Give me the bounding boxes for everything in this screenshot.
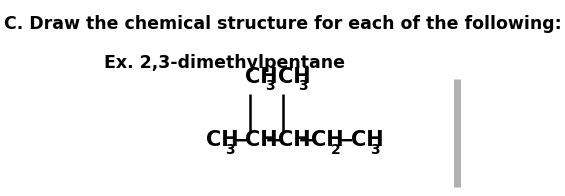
- Text: Ex. 2,3-dimethylpentane: Ex. 2,3-dimethylpentane: [105, 54, 345, 72]
- Text: C. Draw the chemical structure for each of the following:: C. Draw the chemical structure for each …: [3, 15, 562, 33]
- Text: −: −: [232, 130, 250, 150]
- Text: −: −: [265, 130, 282, 150]
- Text: CH: CH: [245, 130, 278, 150]
- Text: CH: CH: [245, 67, 278, 87]
- Text: −: −: [337, 130, 355, 150]
- Text: CH: CH: [350, 130, 383, 150]
- Text: 3: 3: [265, 79, 275, 93]
- Text: 3: 3: [225, 143, 235, 157]
- Text: CH: CH: [311, 130, 344, 150]
- Text: CH: CH: [206, 130, 238, 150]
- Text: 2: 2: [331, 143, 340, 157]
- Text: 3: 3: [370, 143, 380, 157]
- Text: 3: 3: [298, 79, 307, 93]
- Text: CH: CH: [278, 67, 311, 87]
- Text: −: −: [298, 130, 315, 150]
- Text: CH: CH: [278, 130, 311, 150]
